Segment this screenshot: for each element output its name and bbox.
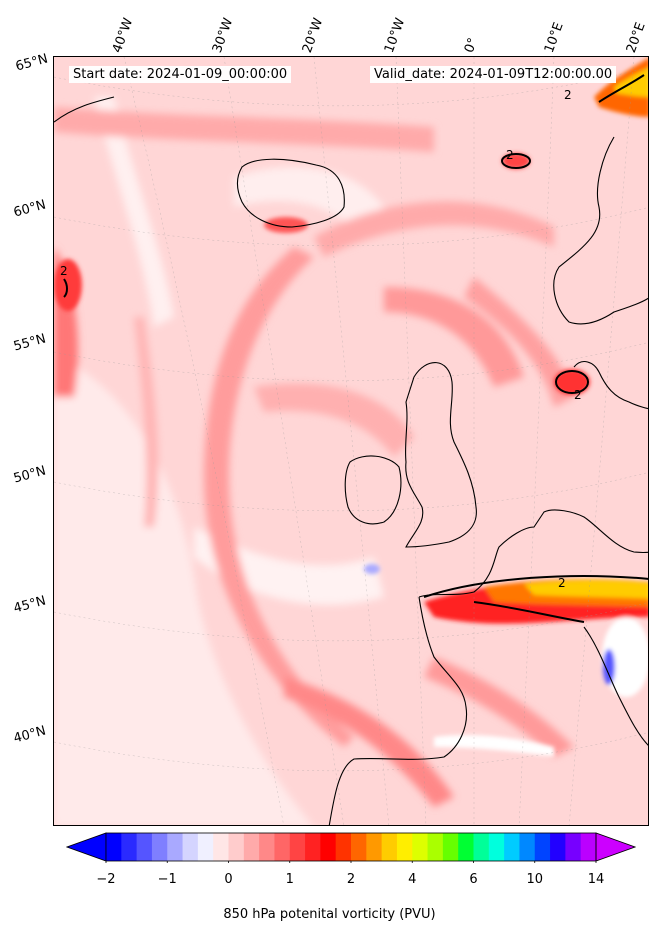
colorbar-swatch: [366, 833, 383, 861]
pv-shading: [54, 97, 574, 825]
colorbar-swatch: [442, 833, 459, 861]
contour-labels: 2 2 2 2 2: [60, 88, 582, 590]
north-coast: [54, 96, 115, 123]
lat-label-65n: 65°N: [14, 51, 50, 75]
colorbar-tick-label: −2: [96, 872, 116, 887]
great-britain-coast: [404, 362, 477, 548]
colorbar-swatch: [550, 833, 566, 861]
colorbar-swatch: [565, 833, 582, 861]
colorbar-over-arrow: [595, 832, 636, 862]
lon-label-20e: 20°E: [623, 20, 649, 55]
colorbar-swatch: [197, 833, 214, 861]
contour-denmark: [555, 370, 589, 394]
colorbar-tick-label: 4: [408, 872, 417, 887]
colorbar-tick-label: 14: [587, 872, 605, 887]
colorbar-swatch: [504, 833, 520, 861]
lat-label-60n: 60°N: [12, 197, 48, 221]
colorbar-swatch: [305, 833, 321, 861]
colorbar-tick-label: −1: [157, 872, 177, 887]
colorbar-swatch: [473, 833, 490, 861]
lat-label-55n: 55°N: [12, 331, 48, 355]
map-panel: 2 2 2 2 2: [53, 56, 649, 826]
contour-west: [63, 278, 68, 298]
colorbar-swatch: [228, 833, 245, 861]
colorbar-swatch: [274, 833, 291, 861]
colorbar-under-arrow: [66, 832, 107, 862]
pv-2-contours: [63, 74, 648, 623]
lat-label-50n: 50°N: [12, 463, 48, 487]
contour-label: 2: [564, 88, 572, 102]
colorbar-swatch: [351, 833, 367, 861]
colorbar-swatch: [213, 833, 229, 861]
colorbar-swatch: [320, 833, 337, 861]
contour-biscay-north: [423, 575, 648, 598]
colorbar-swatch: [534, 833, 551, 861]
valid-date-label: Valid_date: 2024-01-09T12:00:00.00: [370, 66, 617, 83]
iceland-coast: [236, 158, 345, 228]
colorbar-tick-label: 10: [526, 872, 544, 887]
colorbar-swatch: [243, 833, 260, 861]
colorbar-tick-label: 0: [224, 872, 233, 887]
colorbar-title: 850 hPa potenital vorticity (PVU): [223, 907, 436, 922]
colorbar-swatch: [106, 833, 122, 861]
colorbar-tick-label: 2: [346, 872, 356, 887]
colorbar-swatch: [136, 833, 153, 861]
lon-label-20w: 20°W: [299, 16, 327, 55]
contour-biscay-south: [473, 601, 585, 623]
contour-label: 2: [558, 576, 566, 590]
colorbar-swatch: [580, 833, 597, 861]
colorbar-swatch: [335, 833, 352, 861]
colorbar-swatch: [289, 833, 306, 861]
colorbar-tick-label: 6: [469, 872, 478, 887]
lon-label-40w: 40°W: [109, 16, 137, 55]
colorbar-swatch: [121, 833, 138, 861]
colorbar-swatch: [167, 833, 184, 861]
colorbar-swatch: [381, 833, 398, 861]
coastlines: [54, 96, 648, 825]
ireland-coast: [344, 455, 402, 525]
contour-label: 2: [60, 264, 68, 278]
contour-north-sea-small: [501, 153, 531, 169]
colorbar-swatch: [412, 833, 429, 861]
italy-coast: [583, 626, 648, 746]
pv-field-map: 2 2 2 2 2: [54, 57, 648, 825]
lon-label-10e: 10°E: [541, 20, 567, 55]
start-date-label: Start date: 2024-01-09_00:00:00: [69, 66, 292, 83]
colorbar-swatch: [488, 833, 505, 861]
contour-label: 2: [506, 148, 514, 162]
contour-northeast: [598, 74, 645, 103]
colorbar: [66, 832, 636, 863]
france-iberia-coast: [328, 509, 648, 825]
colorbar-swatch: [259, 833, 275, 861]
lon-label-10w: 10°W: [381, 16, 409, 55]
colorbar-swatch: [396, 833, 413, 861]
contour-label: 2: [574, 388, 582, 402]
lat-label-40n: 40°N: [12, 723, 48, 747]
colorbar-swatch: [519, 833, 536, 861]
lon-label-0: 0°: [461, 35, 482, 55]
lat-label-45n: 45°N: [12, 593, 48, 617]
denmark-baltic-coast: [573, 361, 648, 410]
colorbar-tick-label: 1: [285, 872, 294, 887]
colorbar-swatch: [151, 833, 168, 861]
colorbar-swatch: [182, 833, 199, 861]
pv-strong-features: [54, 58, 648, 757]
graticule: [54, 57, 648, 825]
lon-label-30w: 30°W: [209, 16, 237, 55]
colorbar-swatch: [458, 833, 474, 861]
colorbar-swatch: [427, 833, 444, 861]
scandinavia-coast: [553, 136, 648, 325]
